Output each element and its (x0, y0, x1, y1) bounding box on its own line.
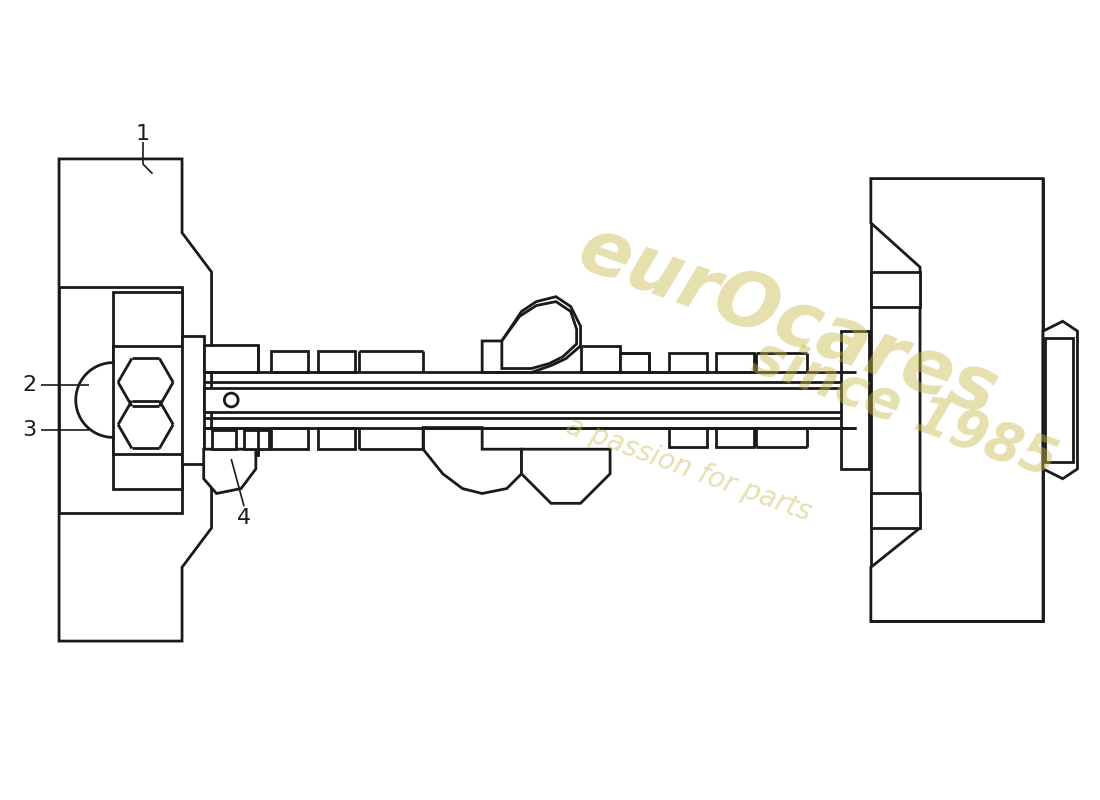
Bar (204, 427, 257, 455)
Bar (669, 427, 706, 447)
Bar (716, 353, 754, 373)
Polygon shape (482, 297, 581, 373)
Polygon shape (59, 159, 211, 641)
Bar (871, 494, 920, 528)
Bar (59, 287, 182, 513)
Bar (204, 345, 257, 373)
Bar (1045, 338, 1072, 462)
Bar (318, 350, 355, 373)
Text: since 1985: since 1985 (746, 330, 1064, 489)
Bar (716, 427, 754, 447)
Polygon shape (204, 450, 256, 494)
Bar (620, 353, 649, 373)
Polygon shape (1043, 322, 1078, 478)
Polygon shape (871, 178, 1043, 622)
Text: eurOcares: eurOcares (568, 211, 1006, 431)
Bar (271, 427, 308, 450)
Bar (204, 388, 858, 412)
Bar (318, 427, 355, 450)
Polygon shape (521, 450, 610, 503)
Bar (669, 353, 706, 373)
Bar (211, 430, 236, 450)
Text: 3: 3 (22, 419, 36, 439)
Bar (244, 430, 268, 450)
Text: 2: 2 (22, 375, 36, 395)
Polygon shape (76, 362, 113, 438)
Bar (113, 346, 187, 454)
Polygon shape (502, 302, 576, 369)
Bar (271, 350, 308, 373)
Text: 1: 1 (135, 124, 150, 144)
Bar (182, 336, 204, 464)
Polygon shape (871, 178, 1043, 622)
Bar (842, 331, 869, 469)
Bar (581, 346, 620, 373)
Polygon shape (424, 427, 521, 494)
Text: a passion for parts: a passion for parts (562, 411, 815, 526)
Bar (113, 292, 182, 489)
Text: 4: 4 (236, 508, 251, 528)
Bar (871, 272, 920, 306)
